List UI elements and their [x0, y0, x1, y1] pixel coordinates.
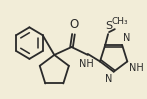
Text: N: N: [105, 74, 113, 84]
Text: CH₃: CH₃: [111, 17, 128, 26]
Text: O: O: [70, 18, 79, 31]
Text: NH: NH: [80, 59, 94, 69]
Text: NH: NH: [129, 63, 144, 73]
Text: N: N: [123, 33, 130, 43]
Text: S: S: [106, 21, 113, 31]
